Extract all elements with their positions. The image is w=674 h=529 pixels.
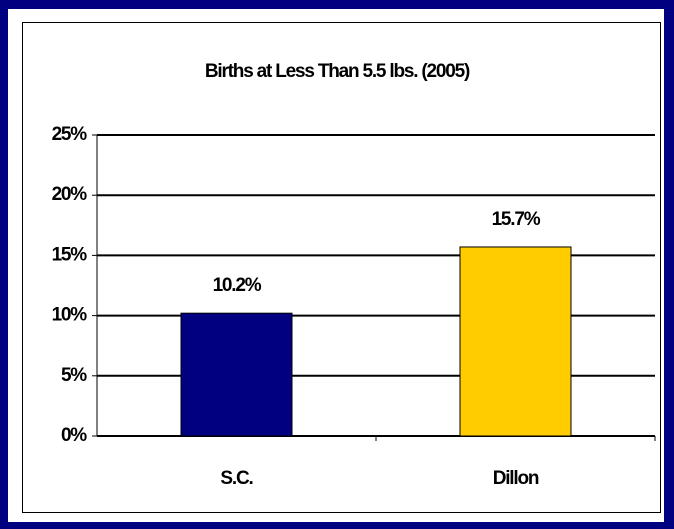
chart-title: Births at Less Than 5.5 lbs. (2005) bbox=[205, 61, 470, 82]
x-tick-label: S.C. bbox=[220, 468, 252, 489]
y-tick-label: 5% bbox=[61, 365, 87, 386]
y-tick-label: 25% bbox=[52, 124, 88, 145]
bar bbox=[459, 246, 572, 437]
bar bbox=[180, 312, 293, 437]
y-tick-label: 20% bbox=[52, 184, 88, 205]
y-tick-label: 15% bbox=[52, 244, 88, 265]
chart-border bbox=[22, 22, 661, 513]
data-label: 10.2% bbox=[213, 275, 262, 296]
x-tick-label: Dillon bbox=[493, 468, 539, 489]
y-tick-label: 0% bbox=[61, 425, 87, 446]
y-tick-label: 10% bbox=[52, 305, 88, 326]
data-label: 15.7% bbox=[492, 209, 541, 230]
